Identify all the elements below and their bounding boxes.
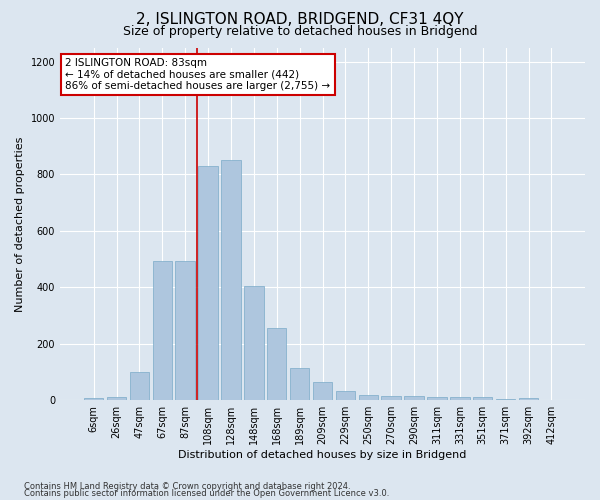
Bar bbox=[313, 382, 332, 400]
Bar bbox=[359, 394, 378, 400]
Bar bbox=[152, 260, 172, 400]
Bar bbox=[175, 260, 195, 400]
Bar bbox=[221, 160, 241, 400]
Text: Contains HM Land Registry data © Crown copyright and database right 2024.: Contains HM Land Registry data © Crown c… bbox=[24, 482, 350, 491]
Bar bbox=[84, 398, 103, 400]
Bar bbox=[382, 396, 401, 400]
Bar bbox=[519, 398, 538, 400]
Y-axis label: Number of detached properties: Number of detached properties bbox=[15, 136, 25, 312]
Bar bbox=[199, 166, 218, 400]
X-axis label: Distribution of detached houses by size in Bridgend: Distribution of detached houses by size … bbox=[178, 450, 467, 460]
Text: Size of property relative to detached houses in Bridgend: Size of property relative to detached ho… bbox=[123, 25, 477, 38]
Bar bbox=[335, 391, 355, 400]
Bar bbox=[107, 397, 126, 400]
Bar bbox=[427, 398, 446, 400]
Bar bbox=[290, 368, 310, 400]
Bar bbox=[244, 286, 263, 400]
Bar bbox=[473, 398, 493, 400]
Text: 2 ISLINGTON ROAD: 83sqm
← 14% of detached houses are smaller (442)
86% of semi-d: 2 ISLINGTON ROAD: 83sqm ← 14% of detache… bbox=[65, 58, 331, 92]
Bar bbox=[404, 396, 424, 400]
Bar bbox=[130, 372, 149, 400]
Bar bbox=[450, 398, 470, 400]
Text: 2, ISLINGTON ROAD, BRIDGEND, CF31 4QY: 2, ISLINGTON ROAD, BRIDGEND, CF31 4QY bbox=[136, 12, 464, 28]
Bar bbox=[496, 399, 515, 400]
Bar bbox=[267, 328, 286, 400]
Text: Contains public sector information licensed under the Open Government Licence v3: Contains public sector information licen… bbox=[24, 489, 389, 498]
